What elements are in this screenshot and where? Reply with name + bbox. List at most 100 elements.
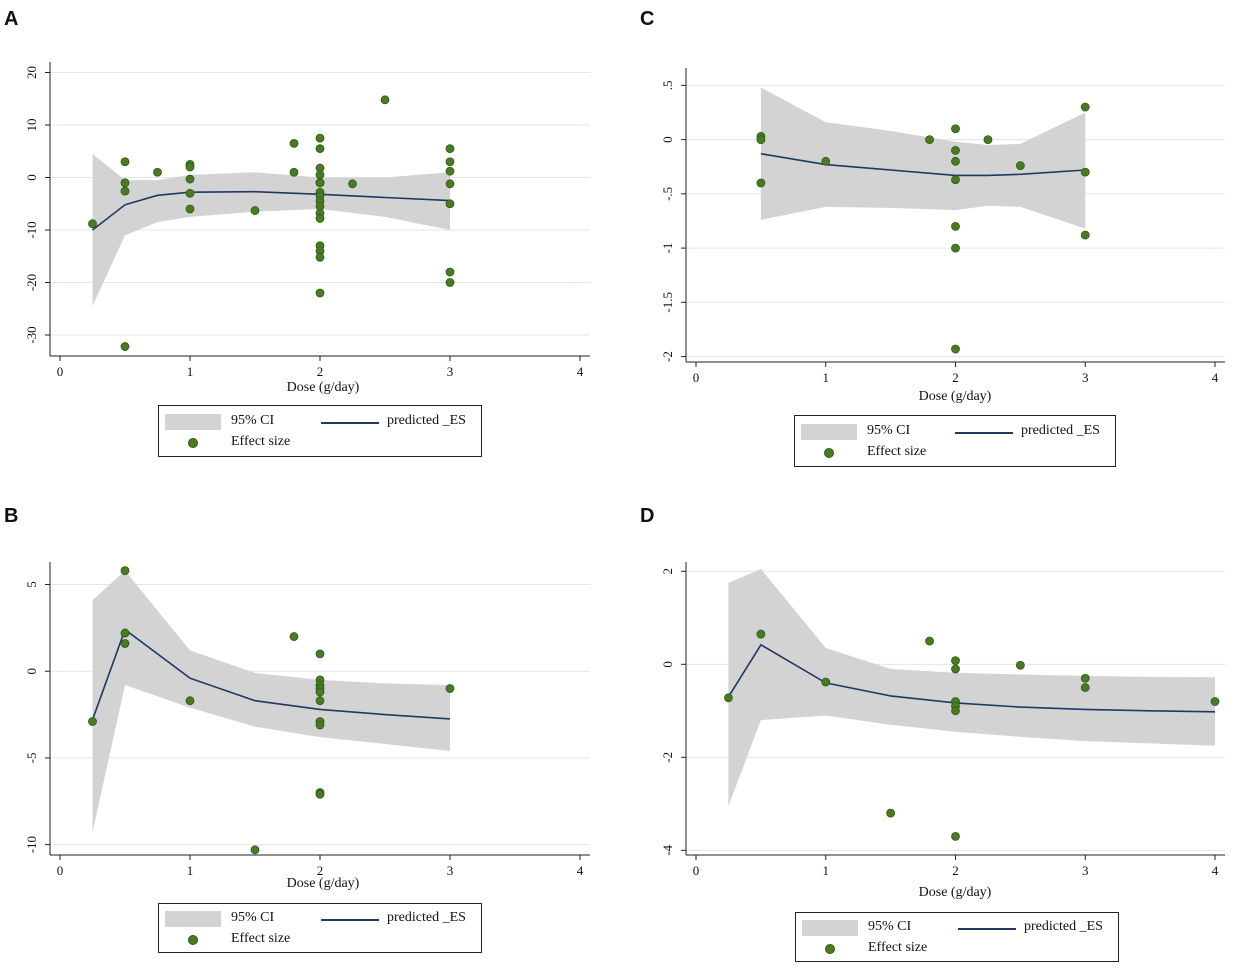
- effect-size-point: [315, 288, 325, 298]
- panel-label-b: B: [4, 505, 19, 527]
- x-axis-title: Dose (g/day): [919, 389, 992, 404]
- y-tick-label: -1.5: [660, 292, 675, 313]
- chart-panel-a: 20 10 0 -10 -20 -30 0 1 2 3 4 Dose (g/day): [24, 62, 590, 395]
- effect-size-point: [315, 133, 325, 143]
- effect-size-point: [250, 206, 260, 215]
- effect-size-point: [315, 649, 325, 659]
- legend-line-label: predicted _ES: [387, 413, 466, 428]
- x-tick-label: 2: [952, 370, 959, 385]
- x-tick-label: 3: [447, 364, 454, 379]
- effect-size-point: [120, 186, 130, 196]
- x-tick-label: 1: [187, 364, 194, 379]
- y-tick-label: -10: [24, 221, 39, 238]
- y-tick-label: 20: [24, 66, 39, 79]
- y-tick-label: 0: [660, 661, 675, 668]
- effect-size-point: [120, 178, 130, 188]
- x-tick-label: 3: [1082, 370, 1089, 385]
- effect-size-point: [445, 684, 455, 693]
- x-axis-title: Dose (g/day): [287, 380, 360, 395]
- ci-band: [760, 87, 1086, 229]
- y-tick-label: 5: [24, 581, 39, 588]
- legend-line-swatch: [955, 432, 1013, 434]
- effect-size-point: [289, 167, 299, 177]
- y-tick-label: -4: [660, 844, 675, 855]
- legend-line-label: predicted _ES: [1024, 919, 1103, 934]
- effect-size-point: [120, 639, 130, 648]
- effect-size-point: [185, 204, 195, 214]
- legend-dot-swatch: [188, 438, 198, 448]
- effect-size-point: [1080, 683, 1090, 692]
- y-tick-label: 0: [24, 174, 39, 181]
- effect-size-point: [756, 178, 766, 188]
- legend-line-label: predicted _ES: [1021, 423, 1100, 438]
- legend-ci-swatch: [165, 414, 221, 430]
- effect-size-point: [951, 156, 960, 166]
- y-tick-label: .5: [660, 80, 675, 90]
- effect-size-point: [185, 188, 195, 198]
- effect-size-point: [1080, 167, 1090, 177]
- x-tick-label: 0: [693, 863, 700, 878]
- effect-size-point: [724, 693, 733, 703]
- effect-size-point: [951, 221, 960, 231]
- effect-size-point: [315, 214, 325, 223]
- effect-size-point: [315, 144, 325, 154]
- effect-size-point: [951, 124, 960, 134]
- legend-ci-label: 95% CI: [231, 413, 275, 428]
- x-axis-title: Dose (g/day): [287, 876, 360, 891]
- effect-size-point: [756, 629, 766, 639]
- effect-size-point: [120, 157, 130, 167]
- effect-size-point: [951, 664, 960, 674]
- effect-size-point: [1080, 230, 1090, 240]
- panel-label-c: C: [640, 8, 655, 30]
- effect-size-point: [315, 720, 325, 730]
- x-tick-label: 1: [823, 370, 830, 385]
- effect-size-point: [380, 95, 390, 105]
- y-tick-label: 0: [24, 668, 39, 675]
- legend-ci-label: 95% CI: [867, 423, 911, 438]
- panel-label-a: A: [4, 8, 19, 30]
- effect-size-point: [88, 717, 97, 726]
- legend-dot-swatch: [825, 944, 835, 954]
- legend-ci-label: 95% CI: [868, 919, 912, 934]
- legend-ci-label: 95% CI: [231, 910, 275, 925]
- y-tick-label: -10: [24, 836, 39, 853]
- effect-size-point: [1015, 660, 1025, 670]
- effect-size-point: [445, 157, 455, 167]
- x-tick-label: 1: [187, 863, 194, 878]
- effect-size-point: [153, 167, 162, 177]
- effect-size-point: [315, 789, 325, 799]
- effect-size-point: [289, 138, 299, 148]
- legend-line-swatch: [321, 422, 379, 424]
- effect-size-point: [120, 342, 130, 351]
- y-tick-label: 0: [660, 136, 675, 143]
- y-tick-label: -1: [660, 243, 675, 254]
- chart-panel-d: 2 0 -2 -4 0 1 2 3 4 Dose (g/day): [660, 562, 1225, 900]
- effect-size-point: [445, 179, 455, 189]
- legend-dot-label: Effect size: [867, 444, 927, 459]
- x-tick-label: 4: [577, 364, 584, 379]
- y-tick-label: -30: [24, 326, 39, 343]
- effect-size-point: [250, 845, 260, 855]
- effect-size-point: [1080, 673, 1090, 683]
- legend-panel-b: 95% CI predicted _ES Effect size: [158, 903, 482, 953]
- ci-band: [92, 153, 450, 307]
- x-tick-label: 0: [57, 364, 64, 379]
- effect-size-point: [315, 687, 325, 697]
- effect-size-point: [951, 175, 960, 185]
- legend-panel-a: 95% CI predicted _ES Effect size: [158, 405, 482, 457]
- panel-label-d: D: [640, 505, 655, 527]
- legend-dot-label: Effect size: [231, 931, 291, 946]
- effect-size-point: [1015, 161, 1025, 171]
- effect-size-point: [445, 144, 455, 154]
- effect-size-point: [120, 566, 130, 576]
- effect-size-point: [821, 156, 831, 166]
- effect-size-point: [348, 179, 357, 189]
- x-axis-title: Dose (g/day): [919, 885, 992, 900]
- legend-ci-swatch: [801, 424, 857, 440]
- effect-size-point: [983, 135, 993, 145]
- y-tick-label: 10: [24, 119, 39, 132]
- legend-dot-label: Effect size: [868, 940, 928, 955]
- x-tick-label: 2: [317, 863, 324, 878]
- effect-size-point: [886, 808, 896, 818]
- chart-panel-c: .5 0 -.5 -1 -1.5 -2 0 1 2 3 4 Dose (g/day): [660, 68, 1225, 404]
